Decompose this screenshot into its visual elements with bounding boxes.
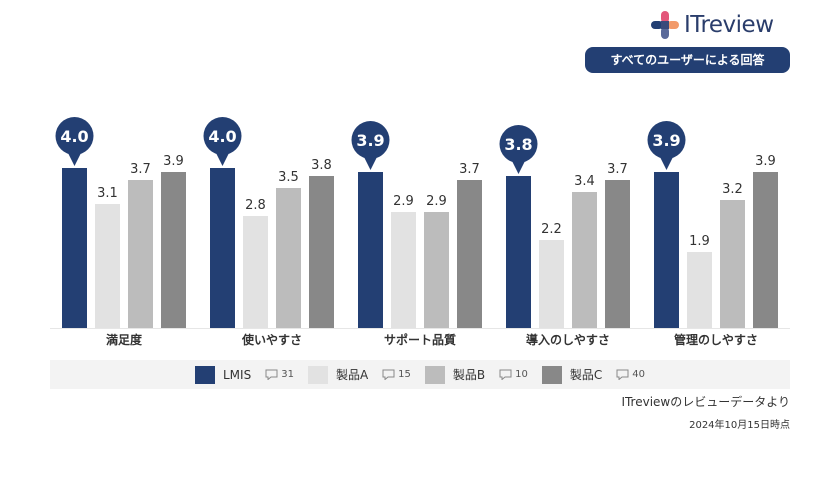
legend-label: 製品B [452, 368, 486, 382]
category-label: 管理のしやすさ [674, 332, 758, 347]
value-label: 3.7 [130, 162, 151, 177]
value-pin-pointer [67, 152, 82, 166]
legend-review-count: 40 [616, 369, 645, 380]
legend-review-count: 15 [382, 369, 411, 380]
bar-4-1 [687, 252, 712, 328]
value-label: 1.9 [689, 234, 710, 249]
bar-3-2 [572, 192, 597, 328]
legend-swatch [541, 365, 562, 384]
bar-0-2 [128, 180, 153, 328]
bar-1-2 [276, 188, 301, 328]
value-label: 3.9 [652, 131, 680, 150]
bar-1-0 [210, 168, 235, 328]
bar-3-3 [605, 180, 630, 328]
speech-bubble-icon [265, 369, 278, 380]
bar-0-0 [62, 168, 87, 328]
legend-review-count: 31 [265, 369, 294, 380]
bar-0-3 [161, 172, 186, 328]
value-pin-circle [499, 125, 538, 163]
cross-logo-icon [651, 11, 679, 39]
value-pin-pointer [215, 152, 230, 166]
bar-4-3 [753, 172, 778, 328]
speech-bubble-icon [616, 369, 629, 380]
value-pin-pointer [363, 156, 378, 170]
legend-swatch [424, 365, 445, 384]
bar-1-1 [243, 216, 268, 328]
value-label: 2.8 [245, 198, 266, 213]
value-label: 3.9 [356, 131, 384, 150]
value-label: 3.9 [163, 154, 184, 169]
legend-item-product-b: 製品B 10 [424, 365, 528, 384]
value-label: 3.2 [722, 182, 743, 197]
value-label: 3.7 [607, 162, 628, 177]
category-label: サポート品質 [384, 332, 456, 347]
value-label: 3.7 [459, 162, 480, 177]
bar-2-0 [358, 172, 383, 328]
bar-2-3 [457, 180, 482, 328]
category-label: 導入のしやすさ [526, 332, 610, 347]
bar-4-0 [654, 172, 679, 328]
legend-item-lmis: LMIS 31 [195, 365, 294, 384]
value-label: 3.8 [311, 158, 332, 173]
category-label: 使いやすさ [241, 332, 302, 347]
bar-0-1 [95, 204, 120, 328]
value-label: 3.4 [574, 174, 595, 189]
all-users-badge: すべてのユーザーによる回答 [585, 47, 790, 73]
bar-2-1 [391, 212, 416, 328]
speech-bubble-icon [382, 369, 395, 380]
legend-review-count: 10 [499, 369, 528, 380]
legend-swatch [195, 365, 215, 384]
value-label: 3.8 [504, 135, 532, 154]
legend-label: LMIS [223, 367, 252, 382]
bar-1-3 [309, 176, 334, 328]
speech-bubble-icon [499, 369, 512, 380]
value-pin-circle [203, 117, 242, 155]
data-source-note: ITreviewのレビューデータより [621, 395, 790, 409]
legend-item-product-c: 製品C 40 [541, 365, 645, 384]
bar-3-0 [506, 176, 531, 328]
legend-item-product-a: 製品A 15 [307, 365, 411, 384]
value-label: 3.9 [755, 154, 776, 169]
bar-3-1 [539, 240, 564, 328]
value-pin-pointer [659, 156, 674, 170]
bar-2-2 [424, 212, 449, 328]
category-label: 満足度 [106, 332, 143, 347]
value-label: 4.0 [60, 127, 88, 146]
logo-text: ITreview [684, 12, 774, 38]
value-label: 2.9 [426, 194, 447, 209]
value-pin-circle [55, 117, 94, 155]
value-pin-pointer [511, 160, 526, 174]
legend-swatch [307, 365, 328, 384]
value-label: 2.2 [541, 222, 562, 237]
chart-legend: LMIS 31 製品A 15 製品B 10 製品C 40 [50, 360, 790, 389]
value-label: 3.1 [97, 186, 118, 201]
bar-4-2 [720, 200, 745, 328]
value-label: 3.5 [278, 170, 299, 185]
value-label: 2.9 [393, 194, 414, 209]
itreview-logo: ITreview [648, 8, 798, 42]
legend-label: 製品A [335, 368, 369, 382]
legend-label: 製品C [569, 368, 603, 382]
value-pin-circle [647, 121, 686, 159]
value-pin-circle [351, 121, 390, 159]
value-label: 4.0 [208, 127, 236, 146]
data-date-note: 2024年10月15日時点 [689, 420, 790, 431]
